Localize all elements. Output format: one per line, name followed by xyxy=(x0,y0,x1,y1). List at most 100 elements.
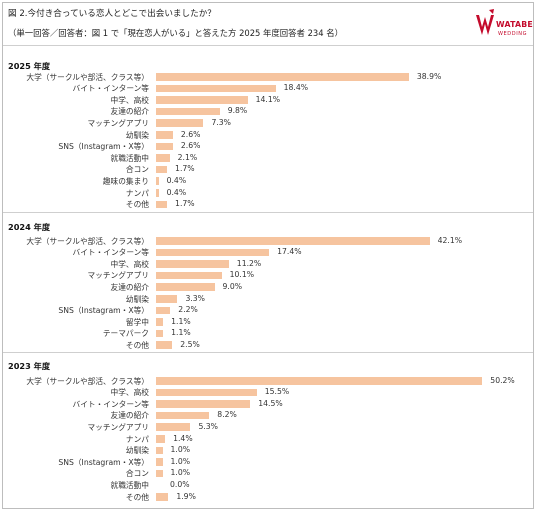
value-label: 10.1% xyxy=(229,270,255,280)
bar xyxy=(156,84,276,93)
bar xyxy=(156,73,409,81)
category-label: 大学（サークルや部活、クラス等） xyxy=(26,72,149,82)
value-label: 14.5% xyxy=(258,398,283,408)
bar xyxy=(156,318,164,326)
chart-subtitle: （単一回答／回答者：図 1 で「現在恋人がいる」と答えた方 2025 年度回答者… xyxy=(8,28,343,38)
value-label: 17.4% xyxy=(277,247,302,257)
bar xyxy=(156,248,270,257)
value-label: 1.4% xyxy=(173,433,193,443)
bar xyxy=(156,341,173,349)
year-heading: 2025 年度 xyxy=(8,61,51,71)
value-label: 0.4% xyxy=(166,175,187,185)
category-label: ナンパ xyxy=(125,188,149,198)
category-label: 留学中 xyxy=(125,317,149,327)
value-label: 3.3% xyxy=(185,293,205,303)
bar xyxy=(156,400,251,408)
logo-sub-text: WEDDING xyxy=(498,31,528,37)
value-label: 1.9% xyxy=(176,491,196,501)
category-label: 中学、高校 xyxy=(110,95,149,105)
category-label: その他 xyxy=(125,340,149,350)
category-label: 中学、高校 xyxy=(110,259,149,269)
category-label: 趣味の集まり xyxy=(102,176,149,186)
value-label: 1.7% xyxy=(175,164,195,174)
value-label: 18.4% xyxy=(283,83,309,93)
category-label: バイト・インターン等 xyxy=(72,399,150,409)
category-label: マッチングアプリ xyxy=(87,271,149,281)
category-label: 友達の紹介 xyxy=(110,107,149,117)
bar xyxy=(156,329,164,338)
logo-brand-text: WATABE xyxy=(496,20,533,29)
value-label: 38.9% xyxy=(416,71,442,81)
value-label: 2.1% xyxy=(177,152,198,162)
bar xyxy=(156,107,220,116)
bar xyxy=(156,189,159,197)
watabe-wedding-logo: WATABE WEDDING xyxy=(474,9,533,43)
category-label: バイト・インターン等 xyxy=(72,84,150,94)
category-label: 大学（サークルや部活、クラス等） xyxy=(26,376,149,386)
header-divider xyxy=(3,45,533,46)
value-label: 0.0% xyxy=(170,479,190,489)
category-label: 幼馴染 xyxy=(125,294,149,304)
value-label: 15.5% xyxy=(264,387,290,397)
section-divider xyxy=(3,352,533,353)
bar xyxy=(156,96,248,104)
value-label: 14.1% xyxy=(255,94,281,104)
category-label: 友達の紹介 xyxy=(110,282,149,292)
value-label: 50.2% xyxy=(490,375,515,385)
section-divider xyxy=(3,212,533,213)
value-label: 2.6% xyxy=(180,141,201,151)
bar xyxy=(156,154,170,162)
category-label: 友達の紹介 xyxy=(110,411,149,421)
bar xyxy=(156,446,163,455)
category-label: テーマパーク xyxy=(102,329,149,339)
value-label: 11.2% xyxy=(236,258,262,268)
bar xyxy=(156,377,483,385)
value-label: 1.0% xyxy=(170,468,191,478)
bar xyxy=(156,411,210,420)
value-label: 2.6% xyxy=(180,129,201,139)
bar xyxy=(156,177,159,185)
category-label: 中学、高校 xyxy=(110,388,149,398)
category-label: 就職活動中 xyxy=(110,153,149,163)
value-label: 9.0% xyxy=(222,281,243,291)
bar xyxy=(156,388,257,397)
value-label: 1.1% xyxy=(171,316,191,326)
bar xyxy=(156,165,168,174)
value-label: 1.1% xyxy=(171,328,191,338)
year-heading: 2024 年度 xyxy=(8,222,51,232)
bar xyxy=(156,469,163,478)
bar xyxy=(156,142,173,151)
category-label: 合コン xyxy=(125,165,149,175)
chart-title: 図 2.今付き合っている恋人とどこで出会いましたか？ xyxy=(8,9,216,19)
value-label: 2.2% xyxy=(178,305,198,315)
category-label: SNS（Instagram・X等） xyxy=(58,306,149,316)
category-label: 幼馴染 xyxy=(125,130,149,140)
bar xyxy=(156,271,222,280)
bar xyxy=(156,435,166,443)
value-label: 5.3% xyxy=(198,421,218,431)
bar xyxy=(156,295,178,303)
category-label: 合コン xyxy=(125,469,149,479)
category-label: ナンパ xyxy=(125,434,149,444)
category-label: SNS（Instagram・X等） xyxy=(58,142,149,152)
category-label: 就職活動中 xyxy=(110,480,149,490)
bar xyxy=(156,493,169,501)
bar xyxy=(156,458,163,466)
category-label: SNS（Instagram・X等） xyxy=(58,457,149,467)
category-label: マッチングアプリ xyxy=(87,118,149,128)
value-label: 2.5% xyxy=(180,339,200,349)
value-label: 1.0% xyxy=(170,456,191,466)
category-label: その他 xyxy=(125,492,149,502)
logo-mark-icon xyxy=(476,9,494,35)
value-label: 1.0% xyxy=(170,445,191,455)
bar xyxy=(156,237,430,245)
bar xyxy=(156,306,171,315)
value-label: 9.8% xyxy=(227,106,248,116)
category-label: 大学（サークルや部活、クラス等） xyxy=(26,236,149,246)
category-label: バイト・インターン等 xyxy=(72,248,150,258)
bar xyxy=(156,119,204,127)
bar xyxy=(156,423,191,431)
bar xyxy=(156,131,173,139)
value-label: 1.7% xyxy=(175,199,195,209)
